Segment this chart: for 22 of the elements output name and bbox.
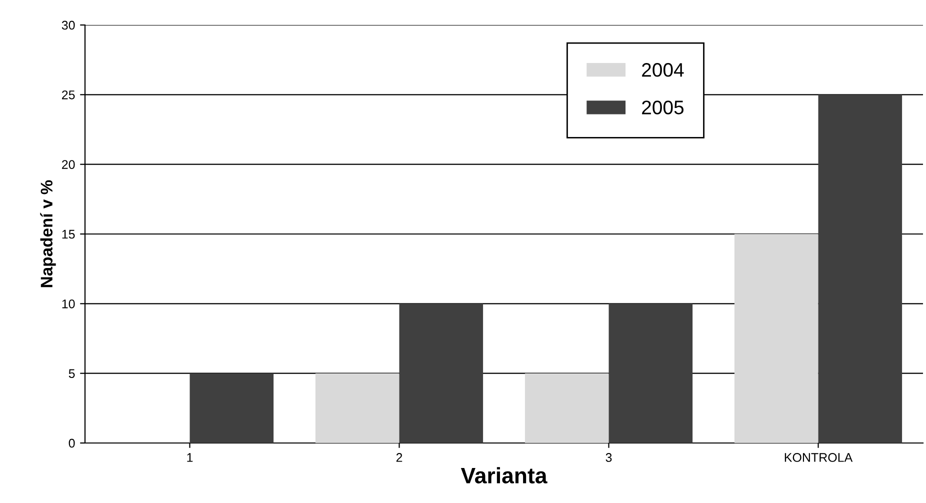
bar: [608, 304, 693, 443]
y-axis-title: Napadení v %: [40, 180, 56, 288]
x-axis-title: Varianta: [460, 467, 548, 484]
bar: [190, 373, 274, 443]
bar: [399, 304, 484, 443]
y-tick-label: 25: [62, 90, 75, 100]
legend-label: 2005: [642, 100, 684, 114]
y-tick-label: 10: [62, 299, 75, 308]
legend-label: 2004: [642, 63, 684, 77]
y-tick-label: 0: [68, 438, 75, 448]
y-tick-label: 30: [62, 20, 75, 30]
x-tick-label: KONTROLA: [784, 453, 853, 462]
bar: [524, 373, 609, 443]
y-tick-label: 20: [62, 160, 75, 169]
x-tick-label: 3: [606, 453, 612, 462]
x-tick-label: 1: [187, 453, 193, 462]
bar: [818, 94, 902, 443]
y-tick-label: 15: [62, 230, 75, 239]
x-tick-label: 2: [396, 453, 402, 462]
bar: [734, 234, 818, 443]
bar: [315, 373, 400, 443]
y-tick-label: 5: [68, 369, 75, 378]
